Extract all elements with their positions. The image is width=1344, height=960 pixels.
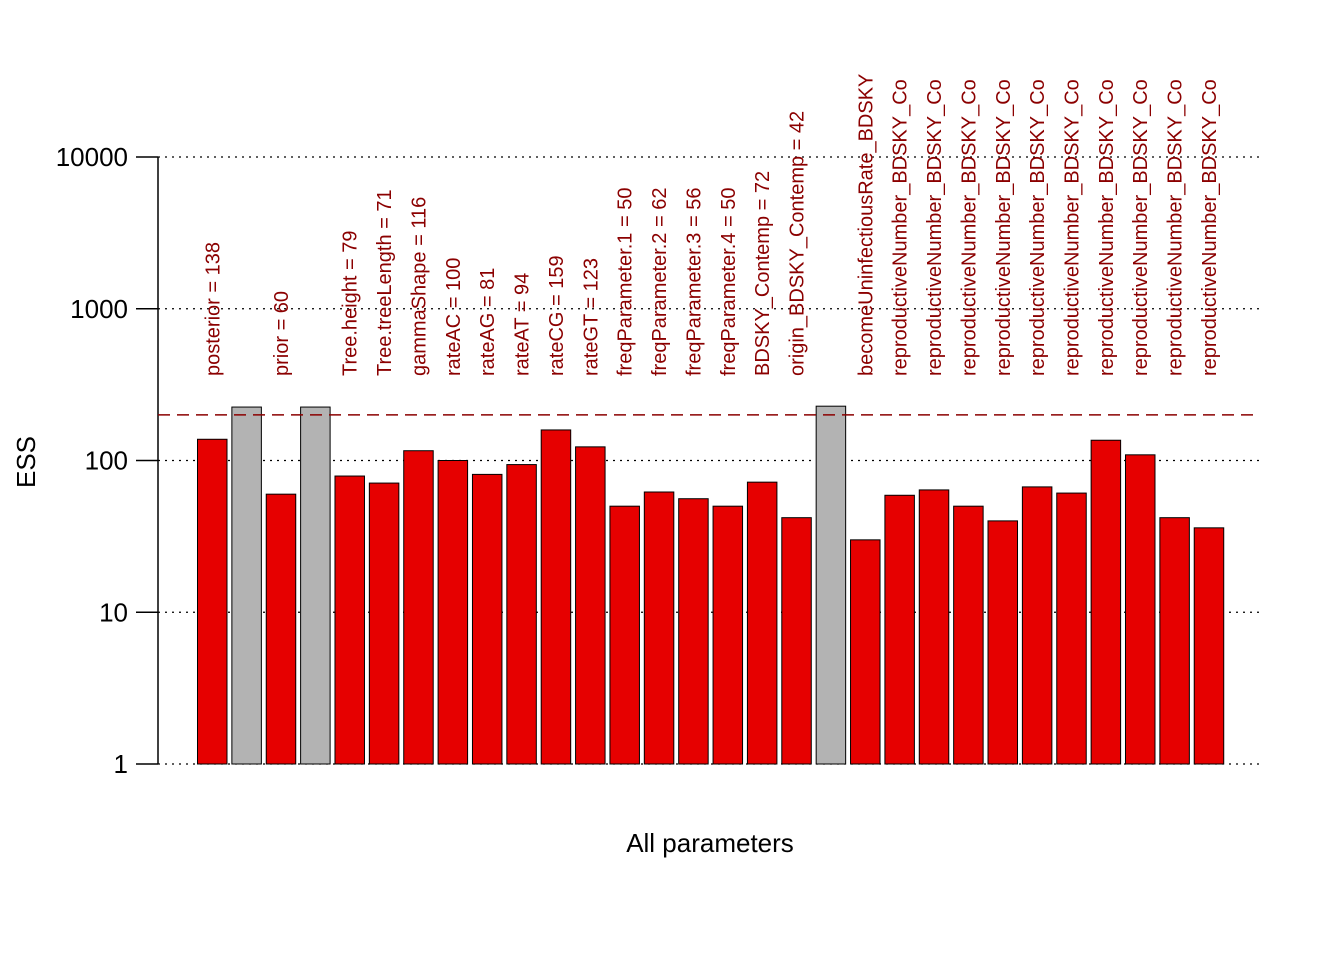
bar-label: reproductiveNumber_BDSKY_Co [1096,79,1118,376]
bar [437,460,469,765]
bar [678,498,709,765]
y-tick-label: 100 [85,446,128,476]
bar-label: reproductiveNumber_BDSKY_Co [924,79,946,376]
bar [918,489,950,765]
bar-label: freqParameter.3 = 56 [683,188,705,376]
bar [231,406,262,765]
bar-label: reproductiveNumber_BDSKY_Co [1199,79,1221,376]
bar [781,517,812,765]
bar-label: rateCG = 159 [546,255,568,376]
bar [1124,454,1156,765]
bar [712,505,744,765]
bar-label: gammaShape = 116 [408,197,430,376]
bar [506,464,537,765]
bar [1090,439,1122,765]
bar [1056,492,1087,765]
bar-label: Tree.height = 79 [340,231,362,376]
bar-label: freqParameter.4 = 50 [718,188,740,376]
bar [850,539,881,765]
bar-label: freqParameter.1 = 50 [615,188,637,376]
bar [471,473,503,765]
bar [1193,527,1225,765]
bar [987,520,1019,765]
bar-label: reproductiveNumber_BDSKY_Co [1130,79,1152,376]
x-axis-title: All parameters [626,828,794,858]
bar-label: reproductiveNumber_BDSKY_Co [1062,79,1084,376]
bar [403,450,434,765]
bar [884,494,915,765]
bar-label: becomeUninfectiousRate_BDSKY [855,74,877,376]
bar-label: rateAC = 100 [443,258,465,376]
bar-label: rateAT = 94 [512,273,534,376]
bar [1159,517,1190,765]
bar-labels: posterior = 138 prior = 60 Tree.height = 7… [202,74,1221,376]
y-tick-label: 10 [99,597,128,627]
bar-label: Tree.treeLength = 71 [374,189,396,376]
bar [368,482,400,765]
bar [1021,486,1053,765]
bar [643,491,675,765]
bar [197,438,228,765]
bar-label: reproductiveNumber_BDSKY_Co [958,79,980,376]
bar [575,446,606,765]
bar-label: rateGT = 123 [580,258,602,376]
y-axis-title: ESS [11,436,41,488]
bar-label: prior = 60 [271,291,293,376]
bar-label: BDSKY_Contemp = 72 [752,171,774,376]
bar-label: origin_BDSKY_Contemp = 42 [787,111,809,376]
y-axis: 1 10 100 1000 10000 [56,142,159,779]
bar-label: freqParameter.2 = 62 [649,188,671,376]
bar [953,505,984,765]
bar [540,429,572,765]
bar [746,481,778,765]
bar-label: reproductiveNumber_BDSKY_Co [890,79,912,376]
bar-label: reproductiveNumber_BDSKY_Co [993,79,1015,376]
bar-label: reproductiveNumber_BDSKY_Co [1165,79,1187,376]
bar [300,406,331,765]
bars [197,405,1225,765]
y-tick-label: 1000 [70,294,128,324]
bar-label: posterior = 138 [202,242,224,376]
bar [815,405,847,765]
bar-label: rateAG = 81 [477,268,499,376]
bar-label: reproductiveNumber_BDSKY_Co [1027,79,1049,376]
bar [609,505,640,765]
y-tick-label: 1 [114,749,128,779]
bar [334,475,365,765]
y-tick-label: 10000 [56,142,128,172]
bar [265,493,297,765]
